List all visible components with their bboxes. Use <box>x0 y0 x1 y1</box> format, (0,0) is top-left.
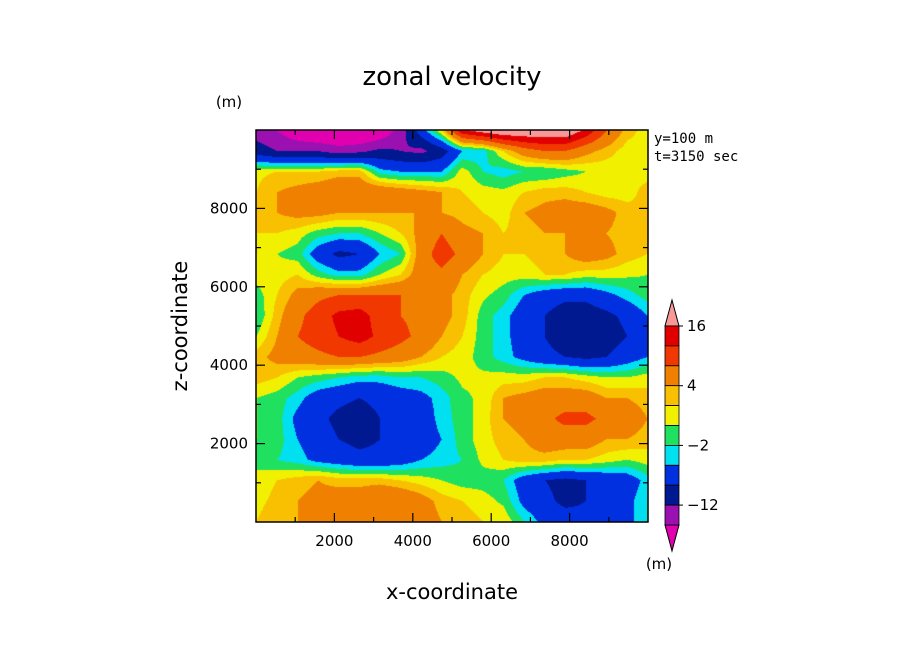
x-tick-label: 2000 <box>315 532 353 550</box>
x-axis-label: x-coordinate <box>386 580 518 604</box>
colorbar-swatch <box>664 524 680 553</box>
colorbar-unit: (m) <box>646 555 672 573</box>
colorbar: 16 4 −2 −12 <box>664 298 719 553</box>
annotation-t: t=3150 sec <box>654 149 738 165</box>
colorbar-swatch <box>664 325 680 347</box>
contour-field <box>256 130 648 522</box>
y-axis-unit: (m) <box>216 93 242 111</box>
y-tick-label: 6000 <box>210 278 248 296</box>
y-axis-ticks: 2000 4000 6000 8000 <box>210 168 648 484</box>
colorbar-swatch <box>664 345 680 367</box>
chart-title: zonal velocity <box>362 62 541 92</box>
colorbar-swatch <box>664 425 680 446</box>
y-tick-label: 2000 <box>210 435 248 453</box>
x-tick-label: 6000 <box>472 532 510 550</box>
colorbar-swatch <box>664 298 680 327</box>
x-tick-label: 4000 <box>394 532 432 550</box>
colorbar-swatch <box>664 504 680 526</box>
colorbar-label: 4 <box>687 377 697 395</box>
colorbar-label: −12 <box>687 496 719 514</box>
colorbar-swatch <box>664 484 680 506</box>
colorbar-swatch <box>664 365 680 387</box>
colorbar-swatch <box>664 464 680 486</box>
annotation-y: y=100 m <box>654 131 713 147</box>
y-axis-label: z-coordinate <box>168 261 192 392</box>
colorbar-swatch <box>664 444 680 466</box>
plot-area <box>255 129 649 523</box>
y-tick-label: 8000 <box>210 199 248 217</box>
colorbar-label: −2 <box>687 436 709 454</box>
x-axis-ticks: 2000 4000 6000 8000 <box>294 130 610 550</box>
colorbar-swatch <box>664 385 680 407</box>
colorbar-label: 16 <box>687 317 706 335</box>
x-tick-label: 8000 <box>551 532 589 550</box>
y-tick-label: 4000 <box>210 356 248 374</box>
colorbar-swatch <box>664 405 680 426</box>
